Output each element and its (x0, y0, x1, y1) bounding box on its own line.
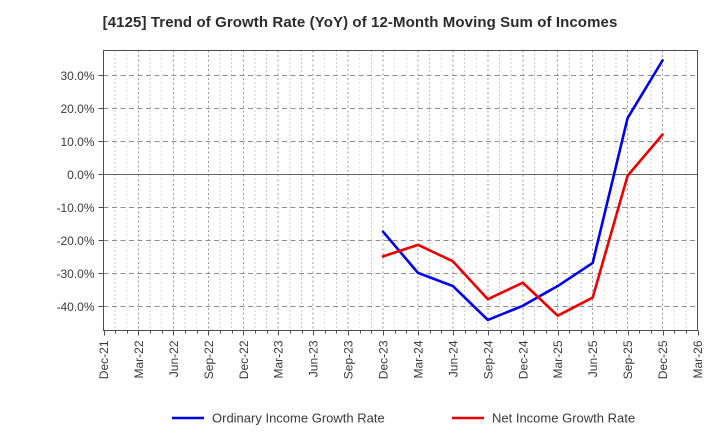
ytick-label: 20.0% (60, 102, 94, 116)
ytick-label: -30.0% (56, 267, 94, 281)
xtick-label: Mar-25 (551, 340, 565, 378)
xtick-label: Dec-23 (377, 340, 391, 379)
xtick-label: Dec-25 (656, 340, 670, 379)
ytick-labels-layer: 30.0% 20.0% 10.0% 0.0% -10.0% -20.0% -30.0% -40… (56, 69, 94, 314)
xtick-label: Mar-23 (272, 340, 286, 378)
xtick-label: Dec-24 (516, 340, 530, 379)
ytick-label: 10.0% (60, 135, 94, 149)
ytick-label: -10.0% (56, 201, 94, 215)
xtick-label: Mar-26 (691, 340, 705, 378)
legend-label-net-income: Net Income Growth Rate (492, 411, 635, 426)
chart-title: [4125] Trend of Growth Rate (YoY) of 12-… (102, 14, 618, 31)
legend-label-ordinary-income: Ordinary Income Growth Rate (212, 411, 385, 426)
ytick-label: 0.0% (67, 168, 95, 182)
xtick-label: Jun-24 (446, 340, 460, 377)
xtick-label: Mar-22 (132, 340, 146, 378)
xtick-label: Dec-22 (237, 340, 251, 379)
xtick-label: Dec-21 (97, 340, 111, 379)
grid-layer (103, 50, 698, 331)
series-line-net-income (381, 133, 664, 317)
xtick-label: Jun-25 (586, 340, 600, 377)
ytick-label: -40.0% (56, 300, 94, 314)
xtick-label: Sep-22 (202, 340, 216, 379)
xtick-label: Jun-23 (307, 340, 321, 377)
series-line-ordinary-income (381, 59, 664, 322)
xtick-label: Sep-23 (342, 340, 356, 379)
chart-legend: Ordinary Income Growth Rate Net Income Gr… (172, 411, 635, 426)
xtick-labels-layer: Dec-21 Mar-22 Jun-22 Sep-22 Dec-22 Mar-23 Jun-… (97, 340, 705, 379)
xtick-label: Mar-24 (411, 340, 425, 378)
xtick-label: Jun-22 (167, 340, 181, 377)
ytick-label: -20.0% (56, 234, 94, 248)
axes-layer (98, 50, 699, 336)
xtick-label: Sep-24 (481, 340, 495, 379)
ytick-label: 30.0% (60, 69, 94, 83)
series-layer (381, 59, 664, 322)
xtick-label: Sep-25 (621, 340, 635, 379)
plot-frame (103, 50, 698, 331)
